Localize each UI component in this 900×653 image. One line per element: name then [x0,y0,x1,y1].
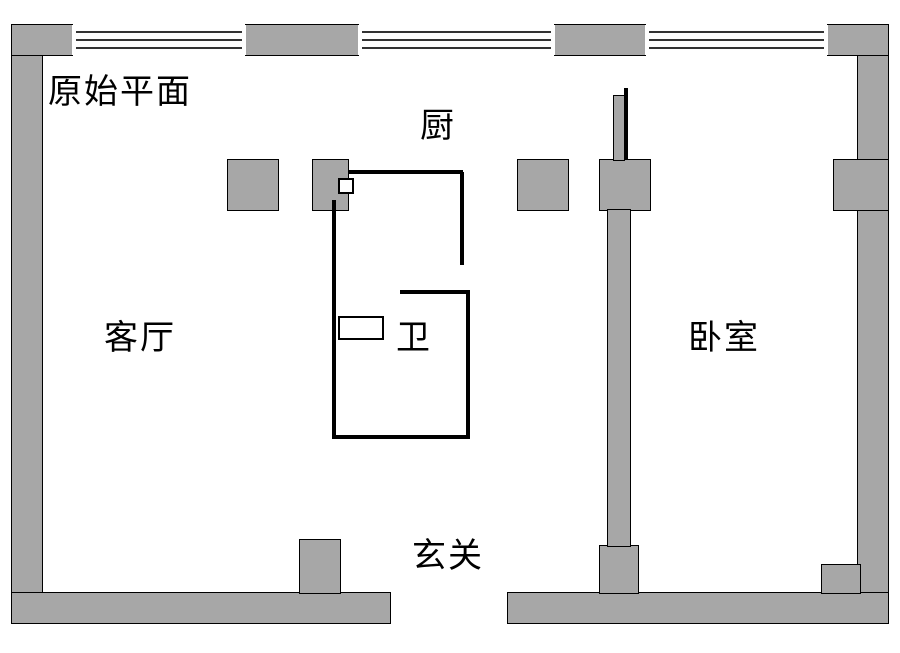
entrance-label: 玄关 [412,528,484,577]
pier-left-upper [228,160,278,210]
wall-top-3 [555,25,645,55]
sink-box [338,316,384,340]
bedroom-label: 卧室 [688,310,760,359]
window-line [76,31,242,33]
wall-left [12,25,42,623]
bath-left-line [332,200,336,438]
bathroom-label: 卫 [396,310,432,359]
pier-bottom-r1 [600,546,638,593]
kitchen-label: 厨 [420,98,456,147]
wall-top-2 [246,25,358,55]
window-line [649,39,824,41]
wall-top-1 [12,25,72,55]
wall-bottom-left [12,593,390,623]
window-2 [358,25,555,55]
window-line [649,47,824,49]
window-line [362,39,551,41]
pier-mid-right [518,160,568,210]
wall-top-4 [828,25,888,55]
kitchen-top-line [348,170,463,174]
window-line [649,31,824,33]
wall-right [858,25,888,623]
bath-bottom-line [332,435,470,439]
title-label: 原始平面 [48,64,192,113]
window-line [362,31,551,33]
window-1 [72,25,246,55]
bath-top-right-line [400,290,470,294]
window-line [362,47,551,49]
pier-right-upper [600,160,650,210]
kitchen-corner-box [338,178,354,194]
floor-plan-canvas: 原始平面 厨 客厅 卫 卧室 玄关 [0,0,900,653]
pier-bottom-r2 [822,565,860,593]
window-line [76,47,242,49]
bath-right-line [466,290,470,438]
wall-small-gap [614,96,624,160]
right-small-door-line [624,88,628,160]
window-3 [645,25,828,55]
living-room-label: 客厅 [104,310,176,359]
pier-bottom-mid [300,540,340,593]
kitchen-right-line [460,172,464,265]
pier-far-right [834,160,888,210]
wall-bedroom-divider [608,210,630,546]
window-line [76,39,242,41]
wall-bottom-right [508,593,888,623]
